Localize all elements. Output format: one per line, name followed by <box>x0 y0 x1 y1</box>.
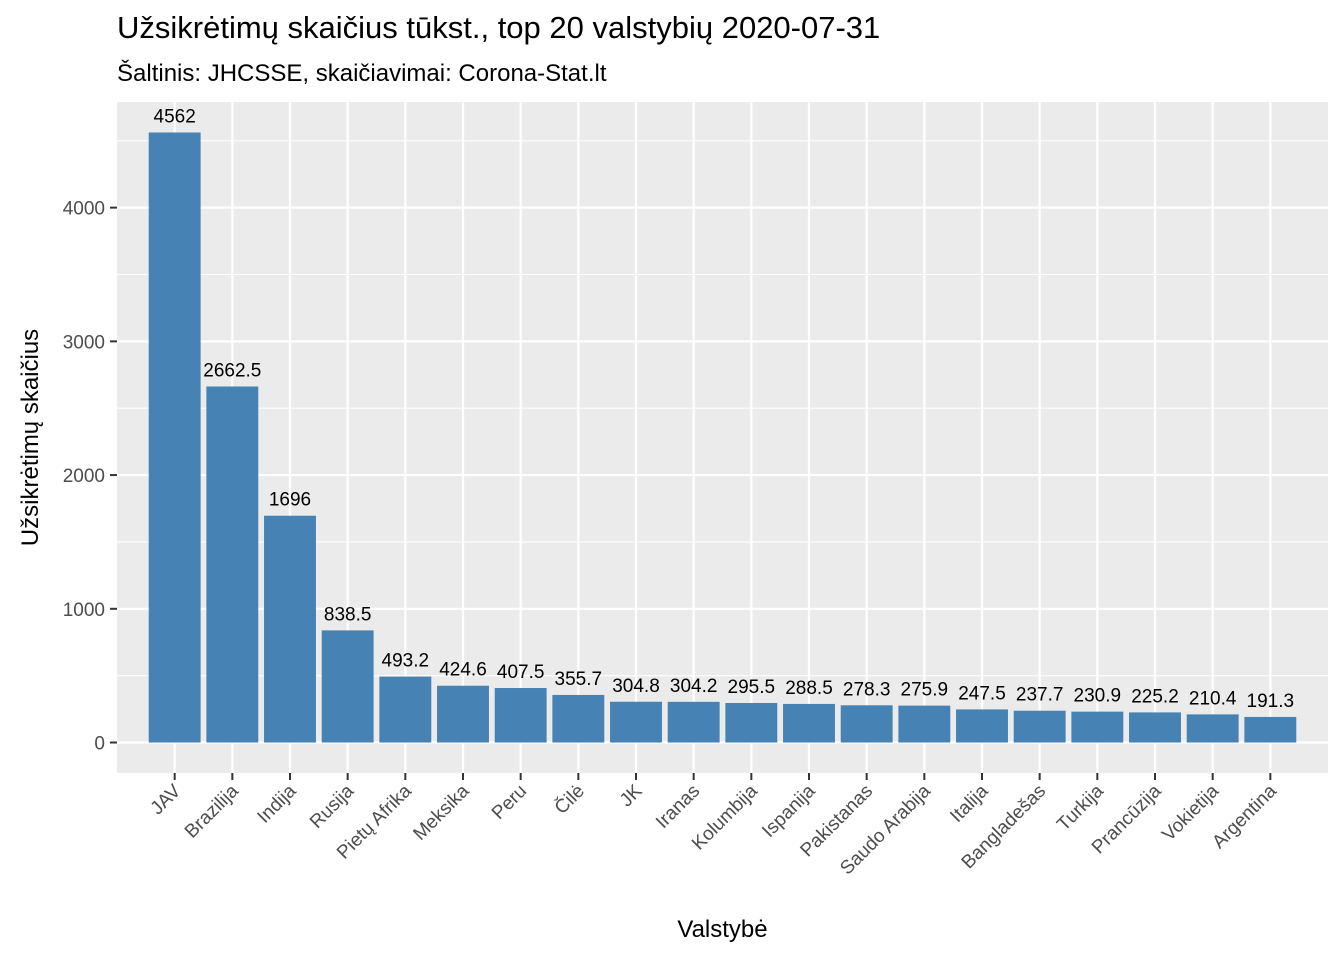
y-tick-label: 2000 <box>63 466 105 487</box>
data-label: 230.9 <box>1074 686 1122 707</box>
bar <box>494 688 547 743</box>
bar <box>321 630 374 743</box>
data-label: 278.3 <box>843 679 891 700</box>
bar <box>379 676 432 743</box>
data-label: 355.7 <box>555 669 603 690</box>
data-label: 1696 <box>269 490 311 511</box>
bar <box>1244 716 1297 743</box>
x-tick-label: Turkija <box>1053 780 1108 835</box>
x-tick-label: JAV <box>147 780 186 819</box>
bar <box>725 702 778 743</box>
data-label: 247.5 <box>958 683 1006 704</box>
data-label: 838.5 <box>324 604 372 625</box>
x-tick-label: Argentina <box>1209 780 1282 853</box>
bar <box>783 703 835 743</box>
data-label: 210.4 <box>1189 688 1237 709</box>
data-label: 288.5 <box>785 678 833 699</box>
bar <box>437 685 489 743</box>
x-tick-label: JK <box>616 780 647 811</box>
x-tick-label: Rusija <box>306 780 358 832</box>
data-label: 407.5 <box>497 662 545 683</box>
plot-panel <box>117 102 1328 773</box>
bar <box>840 705 893 743</box>
x-tick-label: Brazilija <box>181 780 243 842</box>
bar <box>1071 711 1124 743</box>
data-label: 304.8 <box>612 676 660 697</box>
chart-subtitle: Šaltinis: JHCSSE, skaičiavimai: Corona-S… <box>117 60 607 87</box>
data-label: 191.3 <box>1247 691 1295 712</box>
bar <box>206 386 259 743</box>
bar <box>667 701 720 743</box>
y-tick-label: 0 <box>94 734 105 755</box>
bars <box>148 132 1297 743</box>
data-label: 4562 <box>154 106 196 127</box>
data-labels: 4562 2662.5 1696 838.5 493.2 424.6 407.5 355.7 3… <box>154 106 1295 711</box>
x-tick-label: Italija <box>946 780 993 827</box>
bar <box>264 515 316 743</box>
bar <box>1129 712 1181 743</box>
data-label: 493.2 <box>382 651 430 672</box>
x-tick-label: Meksika <box>409 780 473 844</box>
bar <box>898 705 951 743</box>
data-label: 2662.5 <box>203 360 261 381</box>
chart-title: Užsikrėtimų skaičius tūkst., top 20 vals… <box>117 10 881 45</box>
data-label: 237.7 <box>1016 685 1064 706</box>
data-label: 304.2 <box>670 676 718 697</box>
data-label: 424.6 <box>439 660 487 681</box>
x-tick-label: Čilė <box>550 780 589 819</box>
bar <box>610 701 662 743</box>
y-tick-label: 4000 <box>63 199 105 220</box>
x-tick-label: Peru <box>488 781 531 824</box>
bar <box>1186 714 1239 743</box>
y-axis-title: Užsikrėtimų skaičius <box>17 329 44 546</box>
x-tick-label: Iranas <box>652 781 704 833</box>
y-axis: 0 1000 2000 3000 4000 <box>63 199 117 755</box>
y-tick-label: 1000 <box>63 600 105 621</box>
y-tick-label: 3000 <box>63 332 105 353</box>
data-label: 295.5 <box>728 677 776 698</box>
bar <box>552 694 605 743</box>
panel-background <box>117 102 1328 773</box>
data-label: 275.9 <box>901 680 949 701</box>
bar <box>148 132 201 743</box>
data-label: 225.2 <box>1131 686 1179 707</box>
bar <box>956 709 1008 743</box>
x-tick-label: Indija <box>254 780 301 827</box>
bar <box>1013 710 1066 743</box>
x-axis-title: Valstybė <box>677 916 767 943</box>
